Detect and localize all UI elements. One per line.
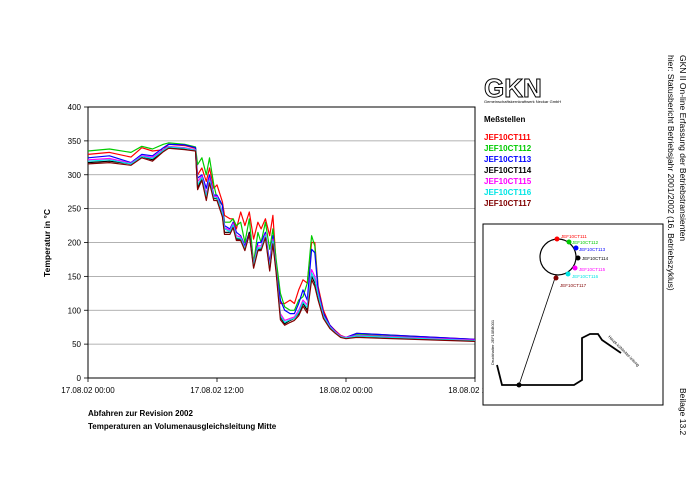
x-tick-label: 17.08.02 00:00 — [61, 386, 115, 395]
y-tick-label: 150 — [68, 272, 82, 281]
inset-label-114: JEF10CT114 — [582, 256, 609, 261]
header-line-1: GKN II On-line Erfassung der Betriebstra… — [678, 55, 688, 242]
legend-item-116: JEF10CT116 — [484, 188, 532, 197]
series-line-jef10ct117 — [87, 147, 476, 342]
sensor-112 — [566, 239, 572, 245]
legend-item-114: JEF10CT114 — [484, 166, 532, 175]
y-tick-label: 200 — [68, 239, 82, 248]
y-tick-label: 300 — [68, 171, 82, 180]
legend-item-113: JEF10CT113 — [484, 155, 532, 164]
inset-diagram: JEF10CT111 JEF10CT112 JEF10CT113 JEF10CT… — [482, 223, 664, 406]
series-line-jef10ct114 — [87, 147, 476, 342]
legend: JEF10CT111 JEF10CT112 JEF10CT113 JEF10CT… — [484, 132, 531, 209]
sensor-113 — [573, 245, 579, 251]
chart-series — [87, 142, 476, 342]
inset-label-113: JEF10CT113 — [579, 247, 606, 252]
x-tick-label: 17.08.02 12:00 — [190, 386, 244, 395]
y-tick-label: 0 — [77, 374, 82, 383]
legend-title: Meßstellen — [484, 115, 526, 124]
y-tick-label: 50 — [72, 340, 81, 349]
pipe-route — [496, 333, 622, 386]
y-tick-label: 100 — [68, 306, 82, 315]
sensor-117 — [553, 275, 559, 281]
sensor-115 — [572, 265, 578, 271]
header-line-2: hier: Statusbericht Betriebsjahr 2001/20… — [666, 55, 676, 291]
measuring-point — [516, 382, 522, 388]
y-tick-label: 250 — [68, 205, 82, 214]
logo-subtitle: Gemeinschaftskernkraftwerk Neckar GmbH — [484, 99, 562, 104]
caption-line-1: Abfahren zur Revision 2002 — [88, 409, 193, 418]
x-tick-label: 18.08.02 12:00 — [448, 386, 502, 395]
appendix-label: Beilage 13.2 — [678, 388, 688, 436]
legend-item-115: JEF10CT115 — [484, 177, 532, 186]
y-axis-ticks: 0 50 100 150 200 250 300 350 400 — [68, 103, 88, 383]
series-line-jef10ct115 — [87, 145, 476, 341]
chart-grid — [88, 140, 475, 345]
series-line-jef10ct116 — [87, 146, 476, 342]
inset-frame — [482, 223, 664, 406]
caption-line-2: Temperaturen an Volumenausgleichsleitung… — [88, 422, 277, 431]
x-axis-ticks: 17.08.02 00:00 17.08.02 12:00 18.08.02 00:… — [61, 378, 502, 395]
sensor-114 — [575, 255, 581, 261]
left-pipe-label: Druckhalter JEF10BB001 — [490, 319, 495, 365]
y-tick-label: 350 — [68, 137, 82, 146]
sensor-111 — [554, 236, 560, 242]
logo-text: GKN — [484, 73, 542, 103]
inset-label-115: JEF10CT115 — [579, 267, 606, 272]
inset-label-111: JEF10CT111 — [561, 234, 587, 239]
pointer-line — [518, 274, 557, 386]
y-axis-label: Temperatur in °C — [42, 209, 52, 277]
y-tick-label: 400 — [68, 103, 82, 112]
inset-label-117: JEF10CT117 — [560, 283, 587, 288]
inset-label-112: JEF10CT112 — [572, 240, 599, 245]
sensor-116 — [565, 271, 571, 277]
x-tick-label: 18.08.02 00:00 — [319, 386, 373, 395]
legend-item-117: JEF10CT117 — [484, 199, 532, 208]
legend-item-111: JEF10CT111 — [484, 133, 531, 142]
gkn-logo: GKN — [484, 73, 543, 104]
inset-label-116: JEF10CT116 — [572, 274, 599, 279]
legend-item-112: JEF10CT112 — [484, 144, 532, 153]
